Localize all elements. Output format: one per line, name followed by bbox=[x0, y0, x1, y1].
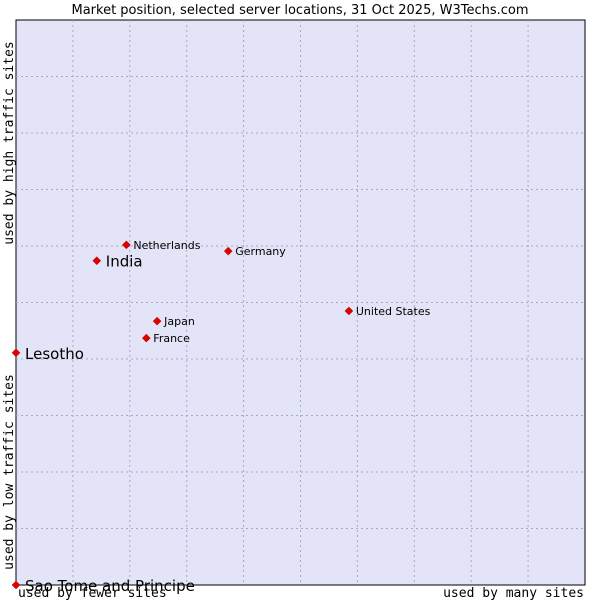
data-point: Lesotho bbox=[11, 345, 84, 363]
data-point: India bbox=[92, 253, 143, 271]
point-marker bbox=[223, 246, 233, 256]
data-point: Sao Tome and Principe bbox=[11, 577, 195, 595]
point-label: France bbox=[153, 332, 190, 345]
data-point: Japan bbox=[152, 315, 195, 328]
data-point: France bbox=[141, 332, 190, 345]
y-axis-label-top: used by high traffic sites bbox=[2, 41, 17, 245]
point-label: Netherlands bbox=[133, 239, 200, 252]
point-label: Lesotho bbox=[25, 345, 84, 363]
point-label: United States bbox=[356, 305, 431, 318]
point-label: India bbox=[106, 253, 143, 271]
grid-lines bbox=[16, 20, 585, 585]
chart-title: Market position, selected server locatio… bbox=[71, 3, 528, 18]
x-axis-label-left: used by fewer sites bbox=[18, 586, 167, 600]
point-marker bbox=[344, 306, 354, 316]
point-marker bbox=[141, 333, 151, 343]
point-label: Germany bbox=[235, 245, 286, 258]
y-axis-label-bottom: used by low traffic sites bbox=[2, 374, 17, 570]
point-marker bbox=[122, 240, 131, 250]
x-axis-label-right: used by many sites bbox=[443, 586, 584, 600]
point-marker bbox=[11, 348, 21, 358]
data-point: Netherlands bbox=[122, 239, 201, 252]
point-marker bbox=[11, 580, 21, 590]
point-marker bbox=[152, 316, 162, 326]
data-point: Germany bbox=[223, 245, 286, 258]
point-label: Japan bbox=[163, 315, 195, 328]
data-point: United States bbox=[344, 305, 431, 318]
point-label: Sao Tome and Principe bbox=[25, 577, 195, 595]
point-marker bbox=[92, 256, 102, 266]
